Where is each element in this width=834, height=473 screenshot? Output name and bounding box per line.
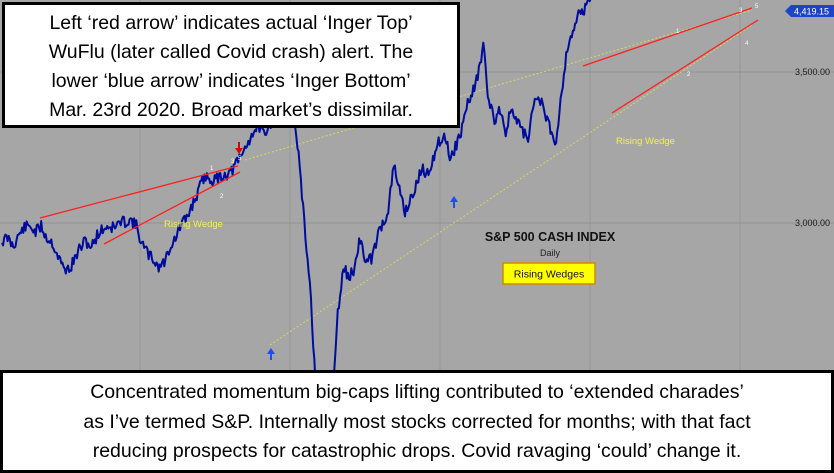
blue-arrow-bottom (267, 348, 275, 360)
last-value-tag: 4,419.15 (785, 5, 834, 17)
wedge-pivot-label: 3 (231, 159, 235, 165)
chart-title: S&P 500 CASH INDEX (485, 230, 616, 244)
wedge-pivot-label: 5 (755, 4, 759, 10)
sp500-price-line (1, 0, 592, 451)
last-value-badge (785, 5, 834, 17)
wedge-pivot-label: 1 (676, 29, 680, 35)
arrow-head (450, 196, 458, 202)
price-series (1, 0, 592, 451)
wedge-pivot-label: 3 (739, 8, 743, 14)
top-annotation-box: Left ‘red arrow’ indicates actual ‘Inger… (2, 2, 460, 128)
chart-title-group: S&P 500 CASH INDEX Daily Rising Wedges (485, 230, 616, 285)
bottom-annotation-line: as I’ve termed S&P. Internally most stoc… (83, 410, 751, 433)
wedge-pivot-label: 2 (220, 194, 224, 200)
wedge-trendline (103, 171, 241, 245)
top-annotation-line: Left ‘red arrow’ indicates actual ‘Inger… (49, 12, 413, 34)
rising-wedges-box (502, 262, 596, 285)
top-annotation-line: lower ‘blue arrow’ indicates ‘Inger Bott… (51, 70, 411, 92)
wedge-trendline (39, 165, 239, 219)
red-arrow-top (235, 142, 243, 154)
arrow-head (267, 348, 275, 354)
bottom-annotation-box: Concentrated momentum big-caps lifting c… (0, 370, 834, 473)
dotted-resistance-line (244, 9, 753, 161)
wedge-trendlines (39, 7, 759, 245)
wedge-pivot-label: 5 (238, 156, 242, 162)
arrow-head (235, 148, 243, 154)
wedge-trendline (582, 7, 753, 67)
y-tick-label: 3,000.00 (795, 218, 830, 228)
y-tick-label: 3,500.00 (795, 67, 830, 77)
blue-arrow-bottom (450, 196, 458, 208)
rising-wedges-label: Rising Wedges (514, 269, 584, 281)
top-annotation-line: WuFlu (later called Covid crash) alert. … (48, 41, 414, 63)
dotted-support-line (269, 24, 753, 346)
chart-subtitle: Daily (540, 248, 561, 258)
wedge-pivot-label: 2 (687, 72, 691, 78)
top-annotation-line: Mar. 23rd 2020. Broad market’s dissimila… (49, 99, 413, 121)
rising-wedge-label: Rising Wedge (164, 219, 223, 230)
last-value-text: 4,419.15 (794, 7, 829, 17)
bottom-annotation-line: reducing prospects for catastrophic drop… (92, 440, 742, 462)
rising-wedge-label: Rising Wedge (616, 136, 675, 147)
wedge-pivot-label: 1 (210, 166, 214, 172)
wedge-trendline (611, 19, 759, 114)
dotted-trendlines (244, 9, 753, 346)
wedge-pivot-label: 4 (745, 41, 749, 47)
bottom-annotation-line: Concentrated momentum big-caps lifting c… (90, 381, 744, 403)
